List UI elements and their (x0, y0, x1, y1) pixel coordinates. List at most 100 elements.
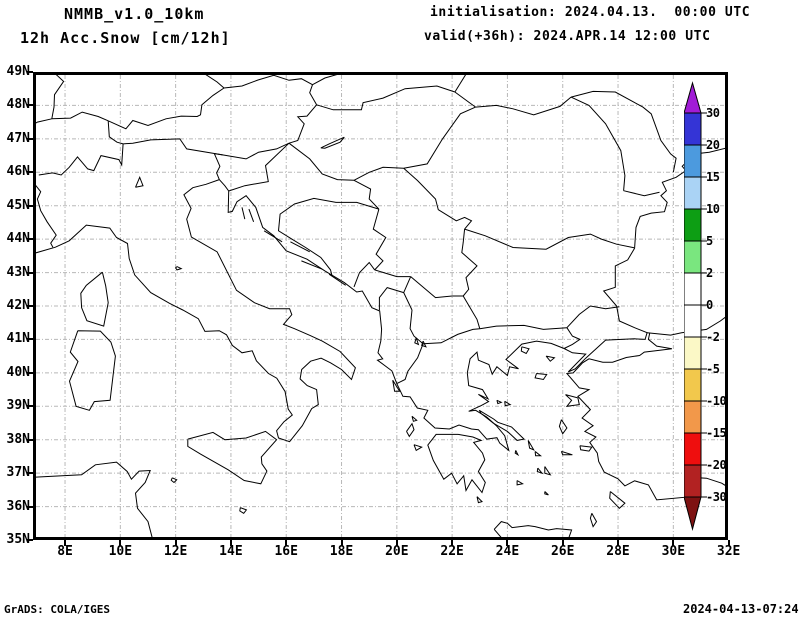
coastline (218, 147, 725, 452)
lat-tick (27, 371, 33, 374)
coastline (478, 409, 526, 441)
initialisation-time: initialisation: 2024.04.13. 00:00 UTC (430, 5, 751, 20)
lat-tick (27, 238, 33, 241)
colorbar-tick-label: 20 (706, 138, 720, 152)
coastline (609, 491, 626, 510)
colorbar-tick-label: 5 (706, 234, 713, 248)
colorbar-segment (684, 145, 701, 177)
coastline (558, 419, 568, 435)
coastline (241, 207, 246, 220)
lat-tick (27, 271, 33, 274)
country-border (570, 96, 626, 191)
country-border (353, 179, 380, 210)
country-border (36, 184, 57, 248)
lon-tick-label: 26E (550, 544, 575, 559)
country-border (107, 120, 124, 145)
lat-tick (27, 438, 33, 441)
country-border (410, 276, 464, 299)
grads-credit: GrADS: COLA/IGES (4, 603, 110, 616)
lon-tick (506, 540, 509, 546)
lon-tick (229, 540, 232, 546)
lat-tick (27, 204, 33, 207)
field-title: 12h Acc.Snow [cm/12h] (20, 29, 231, 47)
country-border (566, 305, 620, 329)
lon-tick-label: 24E (495, 544, 520, 559)
country-border (205, 75, 225, 89)
lat-tick-label: 48N (6, 97, 30, 113)
lon-tick-label: 12E (163, 544, 188, 559)
coastline (544, 491, 549, 496)
coastline (187, 430, 278, 485)
coastline (516, 480, 524, 486)
model-title: NMMB_v1.0_10km (64, 5, 205, 23)
lon-tick-label: 32E (716, 544, 741, 559)
country-border (288, 142, 355, 181)
coastline (248, 208, 255, 222)
country-border (454, 91, 476, 108)
coastline (534, 373, 548, 381)
colorbar-segment (684, 401, 701, 433)
colorbar-segment (684, 209, 701, 241)
coastline (135, 175, 144, 188)
lat-tick (27, 472, 33, 475)
country-border (374, 269, 411, 278)
coastline (536, 467, 544, 475)
coastline (527, 440, 535, 451)
country-border (213, 153, 221, 180)
country-border (223, 75, 313, 89)
lon-tick-label: 14E (219, 544, 243, 559)
country-border (475, 96, 572, 116)
lon-tick (672, 540, 675, 546)
country-border (312, 75, 338, 86)
country-border (372, 208, 387, 271)
country-border (316, 85, 456, 111)
lon-tick-label: 22E (440, 544, 464, 559)
colorbar-tick-label: -15 (706, 426, 727, 440)
map-svg (36, 75, 725, 537)
coastline (392, 379, 401, 392)
coastline (239, 507, 248, 514)
lon-tick (561, 540, 564, 546)
lon-tick (174, 540, 177, 546)
country-border (288, 104, 317, 144)
colorbar-arrow-up (684, 81, 702, 114)
colorbar-tick-label: -5 (706, 362, 720, 376)
lat-tick (27, 505, 33, 508)
valid-time: valid(+36h): 2024.APR.14 12:00 UTC (424, 29, 711, 44)
coastline (476, 496, 483, 504)
country-border (107, 87, 225, 130)
country-border (461, 229, 478, 297)
lat-tick-label: 47N (6, 130, 30, 146)
lon-tick-label: 8E (57, 544, 73, 559)
lon-tick (451, 540, 454, 546)
coastline (68, 330, 116, 411)
coastline (411, 415, 418, 422)
lat-tick (27, 338, 33, 341)
country-border (464, 228, 635, 250)
lon-tick (64, 540, 67, 546)
country-border (353, 166, 404, 181)
country-border (403, 276, 413, 311)
coastline (301, 260, 323, 270)
colorbar-segment (684, 337, 701, 369)
country-border (623, 190, 660, 197)
country-border (378, 287, 404, 311)
colorbar-tick-label: -30 (706, 490, 727, 504)
lon-tick-label: 10E (108, 544, 133, 559)
lat-tick-label: 36N (6, 498, 30, 514)
coastline (414, 337, 420, 346)
coastline (544, 466, 552, 476)
colorbar-tick-label: -10 (706, 394, 727, 408)
country-border (403, 167, 473, 230)
coastline (545, 355, 556, 362)
coastline (413, 444, 423, 452)
lat-tick-label: 39N (6, 398, 30, 414)
colorbar-tick-label: 15 (706, 170, 720, 184)
country-border (409, 309, 424, 345)
coastline (427, 433, 486, 494)
colorbar-segment (684, 273, 701, 305)
country-border (123, 138, 223, 156)
lon-tick-label: 18E (329, 544, 354, 559)
country-border (479, 324, 567, 330)
lat-tick-label: 43N (6, 264, 30, 280)
